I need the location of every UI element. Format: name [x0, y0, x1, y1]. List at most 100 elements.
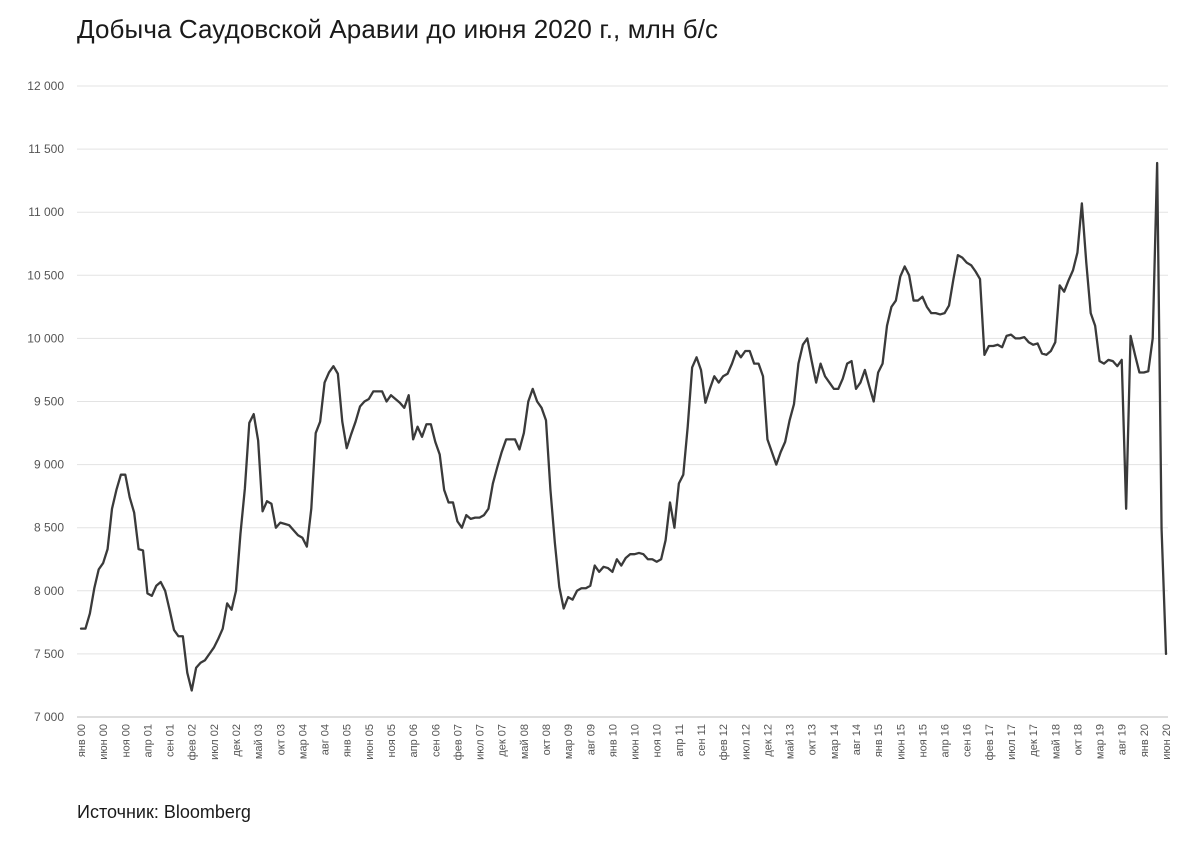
data-point	[456, 520, 458, 522]
data-point	[890, 306, 892, 308]
x-tick-label: июл 07	[475, 724, 487, 760]
data-point	[851, 360, 853, 362]
data-point	[1081, 202, 1083, 204]
x-tick-label: апр 06	[408, 724, 420, 757]
data-point	[425, 423, 427, 425]
data-point	[111, 508, 113, 510]
data-point	[1045, 354, 1047, 356]
data-point	[820, 363, 822, 365]
data-point	[687, 426, 689, 428]
y-tick-label: 12 000	[27, 79, 64, 93]
data-point	[970, 264, 972, 266]
data-point	[487, 508, 489, 510]
x-tick-label: апр 16	[940, 724, 952, 757]
data-point	[452, 501, 454, 503]
data-point	[957, 254, 959, 256]
gridlines	[77, 85, 1168, 655]
x-tick-label: фев 07	[452, 724, 464, 760]
data-point	[226, 602, 228, 604]
data-point	[669, 501, 671, 503]
data-point	[824, 375, 826, 377]
x-tick-label: авг 19	[1117, 724, 1129, 755]
y-tick-label: 11 000	[28, 205, 64, 219]
data-point	[740, 356, 742, 358]
data-point	[377, 390, 379, 392]
data-point	[939, 313, 941, 315]
data-point	[966, 262, 968, 264]
y-tick-label: 10 500	[27, 268, 64, 282]
data-point	[882, 363, 884, 365]
data-point	[1059, 284, 1061, 286]
data-point	[204, 659, 206, 661]
data-point	[332, 365, 334, 367]
data-point	[120, 474, 122, 476]
data-point	[266, 500, 268, 502]
x-tick-label: сен 16	[962, 724, 974, 757]
data-point	[1063, 291, 1065, 293]
data-point	[780, 451, 782, 453]
data-point	[421, 436, 423, 438]
data-point	[1010, 334, 1012, 336]
data-point	[523, 432, 525, 434]
data-point	[735, 350, 737, 352]
data-point	[1165, 653, 1167, 655]
data-point	[988, 345, 990, 347]
data-point	[784, 441, 786, 443]
data-point	[514, 438, 516, 440]
data-point	[142, 549, 144, 551]
x-tick-label: янв 05	[342, 724, 354, 757]
data-point	[129, 496, 131, 498]
data-point	[696, 356, 698, 358]
data-point	[1050, 350, 1052, 352]
y-tick-label: 10 000	[27, 331, 64, 345]
x-tick-label: дек 12	[762, 724, 774, 757]
data-point	[1125, 508, 1127, 510]
y-axis-ticks: 7 000 7 500 8 000 8 500 9 000 9 500 10 000 10 5…	[27, 79, 64, 724]
data-point	[855, 388, 857, 390]
data-point	[279, 522, 281, 524]
x-tick-label: май 18	[1050, 724, 1062, 759]
x-tick-label: июл 17	[1006, 724, 1018, 760]
data-point	[124, 474, 126, 476]
data-point	[1147, 370, 1149, 372]
data-point	[744, 350, 746, 352]
data-point	[868, 385, 870, 387]
data-point	[355, 421, 357, 423]
data-point	[191, 690, 193, 692]
data-point	[151, 595, 153, 597]
data-point	[904, 265, 906, 267]
data-point	[102, 562, 104, 564]
x-tick-label: сен 11	[696, 724, 708, 756]
data-point	[532, 388, 534, 390]
data-point	[372, 390, 374, 392]
x-tick-label: окт 13	[807, 724, 819, 755]
data-point	[771, 451, 773, 453]
x-tick-label: авг 04	[320, 724, 332, 755]
data-point	[169, 609, 171, 611]
chart-title: Добыча Саудовской Аравии до июня 2020 г.…	[77, 14, 719, 44]
data-point	[146, 592, 148, 594]
data-point	[80, 628, 82, 630]
data-point	[217, 638, 219, 640]
data-point	[1006, 335, 1008, 337]
data-point	[386, 401, 388, 403]
data-point	[859, 382, 861, 384]
data-point	[1121, 359, 1123, 361]
x-tick-label: мар 04	[297, 724, 309, 759]
data-point	[713, 375, 715, 377]
data-point	[789, 419, 791, 421]
data-point	[793, 403, 795, 405]
data-point	[1099, 360, 1101, 362]
x-tick-label: апр 01	[142, 724, 154, 757]
x-tick-label: ноя 10	[652, 724, 664, 757]
data-point	[408, 394, 410, 396]
data-point	[84, 628, 86, 630]
data-point	[1103, 363, 1105, 365]
data-point	[315, 432, 317, 434]
data-point	[1156, 162, 1158, 164]
data-point	[301, 537, 303, 539]
data-point	[186, 672, 188, 674]
data-point	[138, 548, 140, 550]
data-point	[603, 566, 605, 568]
